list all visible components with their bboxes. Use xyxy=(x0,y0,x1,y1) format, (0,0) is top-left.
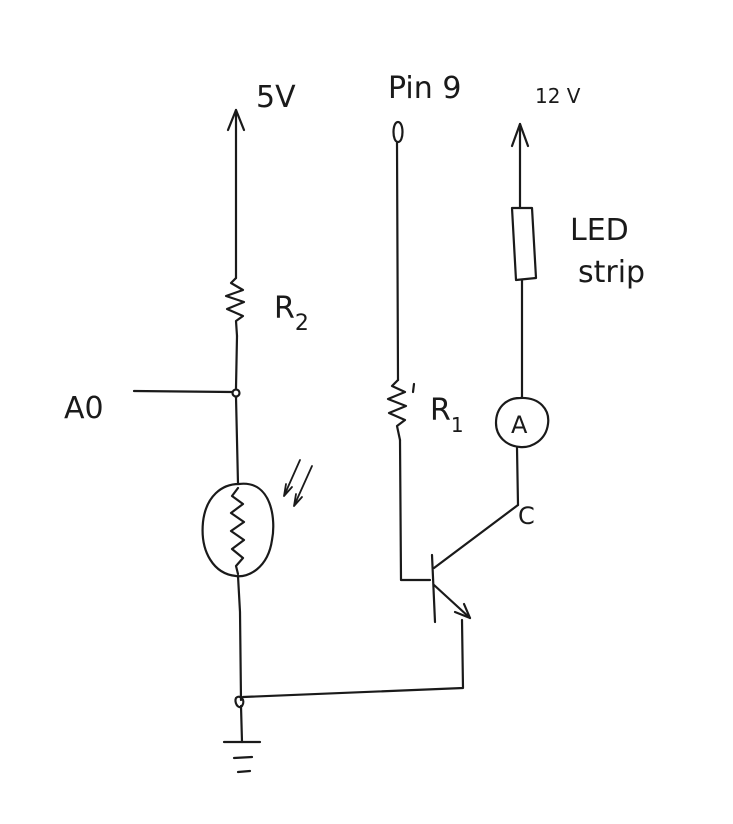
label-led: LED xyxy=(570,213,629,248)
resistor-r2 xyxy=(224,276,246,338)
transistor-base-bar xyxy=(430,553,437,624)
label-r1-subscript: 1 xyxy=(451,413,464,437)
ground-icon xyxy=(222,740,262,774)
resistor-r1 xyxy=(386,378,408,442)
wire-r2-to-a0-node xyxy=(234,334,239,390)
wire-ammeter-to-collector xyxy=(515,446,520,507)
ground-node-dot xyxy=(234,695,245,709)
wire-a0-node-to-ldr xyxy=(234,395,240,486)
transistor-collector-leg xyxy=(432,503,520,570)
wire-emitter-to-ground xyxy=(241,618,465,699)
supply-5v-arrow xyxy=(226,108,246,132)
emitter-arrow-icon xyxy=(453,602,472,620)
label-pin9: Pin 9 xyxy=(388,71,461,106)
wire-a0 xyxy=(132,389,234,394)
wire-pin9-to-r1 xyxy=(395,141,400,382)
light-arrows-icon xyxy=(283,459,313,507)
label-r1: R1 xyxy=(430,393,464,437)
r1-tick-mark xyxy=(411,382,416,394)
label-r2: R2 xyxy=(274,291,309,336)
npn-transistor xyxy=(430,503,520,624)
ammeter-circle xyxy=(494,396,550,449)
led-strip-symbol xyxy=(510,206,538,282)
wire-ground-node-down xyxy=(239,704,244,744)
label-collector: C xyxy=(518,502,535,530)
pin9-terminal xyxy=(392,120,404,144)
label-r2-subscript: 2 xyxy=(295,311,309,336)
wire-ldr-to-ground xyxy=(236,574,243,702)
label-5v: 5V xyxy=(256,80,296,115)
label-ammeter: A xyxy=(511,411,528,439)
label-r1-letter: R xyxy=(430,393,451,428)
label-12v: 12 V xyxy=(535,84,581,108)
label-strip: strip xyxy=(578,255,645,290)
photoresistor-ldr xyxy=(201,482,275,578)
supply-12v-arrow xyxy=(510,122,530,148)
label-r2-letter: R xyxy=(274,291,295,326)
label-a0: A0 xyxy=(64,391,104,426)
wire-r1-to-base xyxy=(398,438,432,582)
a0-node xyxy=(231,388,241,398)
transistor-emitter-leg xyxy=(432,583,472,620)
